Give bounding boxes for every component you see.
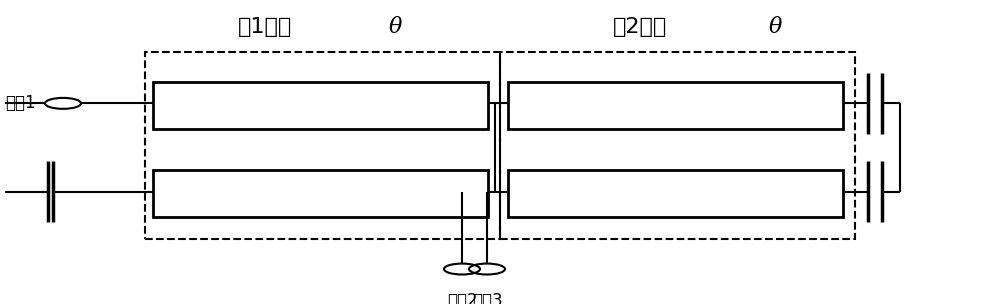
Bar: [500, 52, 855, 239]
Text: 第2部分: 第2部分: [613, 17, 667, 37]
Text: θ: θ: [768, 16, 782, 38]
Text: 端口3: 端口3: [472, 292, 502, 304]
Bar: [153, 82, 488, 129]
Bar: [145, 52, 500, 239]
Bar: [153, 170, 488, 217]
Bar: [508, 170, 843, 217]
Text: 端口2: 端口2: [447, 292, 477, 304]
Text: θ: θ: [388, 16, 402, 38]
Text: 端口1: 端口1: [5, 94, 36, 112]
Bar: [508, 82, 843, 129]
Text: 第1部分: 第1部分: [238, 17, 292, 37]
